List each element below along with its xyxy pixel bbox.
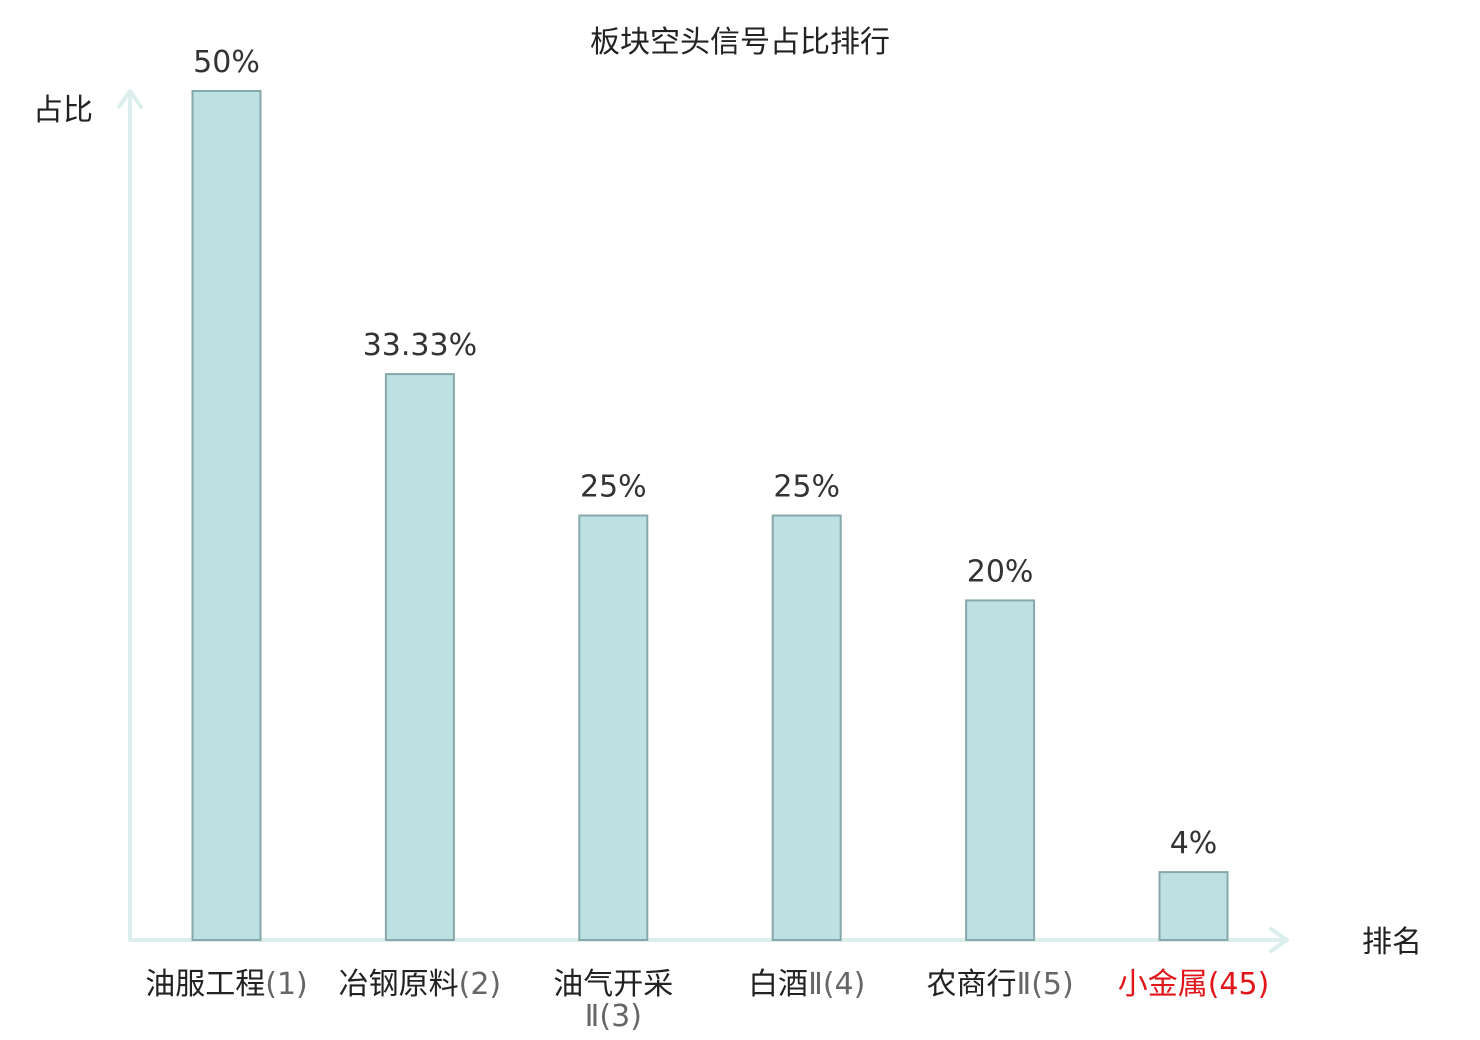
chart-title: 板块空头信号占比排行 [590,25,890,60]
x-tick-label: 小金属(45) [1118,967,1270,1002]
x-axis-label: 排名 [1362,925,1422,960]
bar [771,514,842,941]
bar [965,599,1036,942]
bar-value-label: 20% [967,554,1034,589]
bars-group [191,90,1229,942]
bar-value-label: 25% [773,470,840,505]
bar-value-label: 4% [1170,826,1218,861]
y-axis-label: 占比 [33,93,93,128]
y-axis [117,89,143,942]
category-labels-group: 油服工程(1) 冶钢原料(2) 油气开采 Ⅱ(3) 白酒Ⅱ(4) 农商行Ⅱ(5) 小金属(4… [145,967,1269,1034]
x-axis [128,927,1289,953]
bar [578,514,649,941]
bar-value-label: 33.33% [363,328,477,363]
bar-value-label: 50% [193,45,260,80]
bar-value-label: 25% [580,470,647,505]
x-tick-label: 农商行Ⅱ(5) [926,967,1073,1002]
value-labels-group: 50% 33.33% 25% 25% 20% 4% [193,45,1217,861]
bar [1158,871,1229,941]
x-tick-label: 油服工程(1) [145,967,308,1002]
x-tick-label: 冶钢原料(2) [339,967,502,1002]
x-tick-label: 油气开采 Ⅱ(3) [553,967,673,1034]
bar [191,90,262,941]
bar [384,373,455,942]
x-tick-label: 白酒Ⅱ(4) [748,967,865,1002]
